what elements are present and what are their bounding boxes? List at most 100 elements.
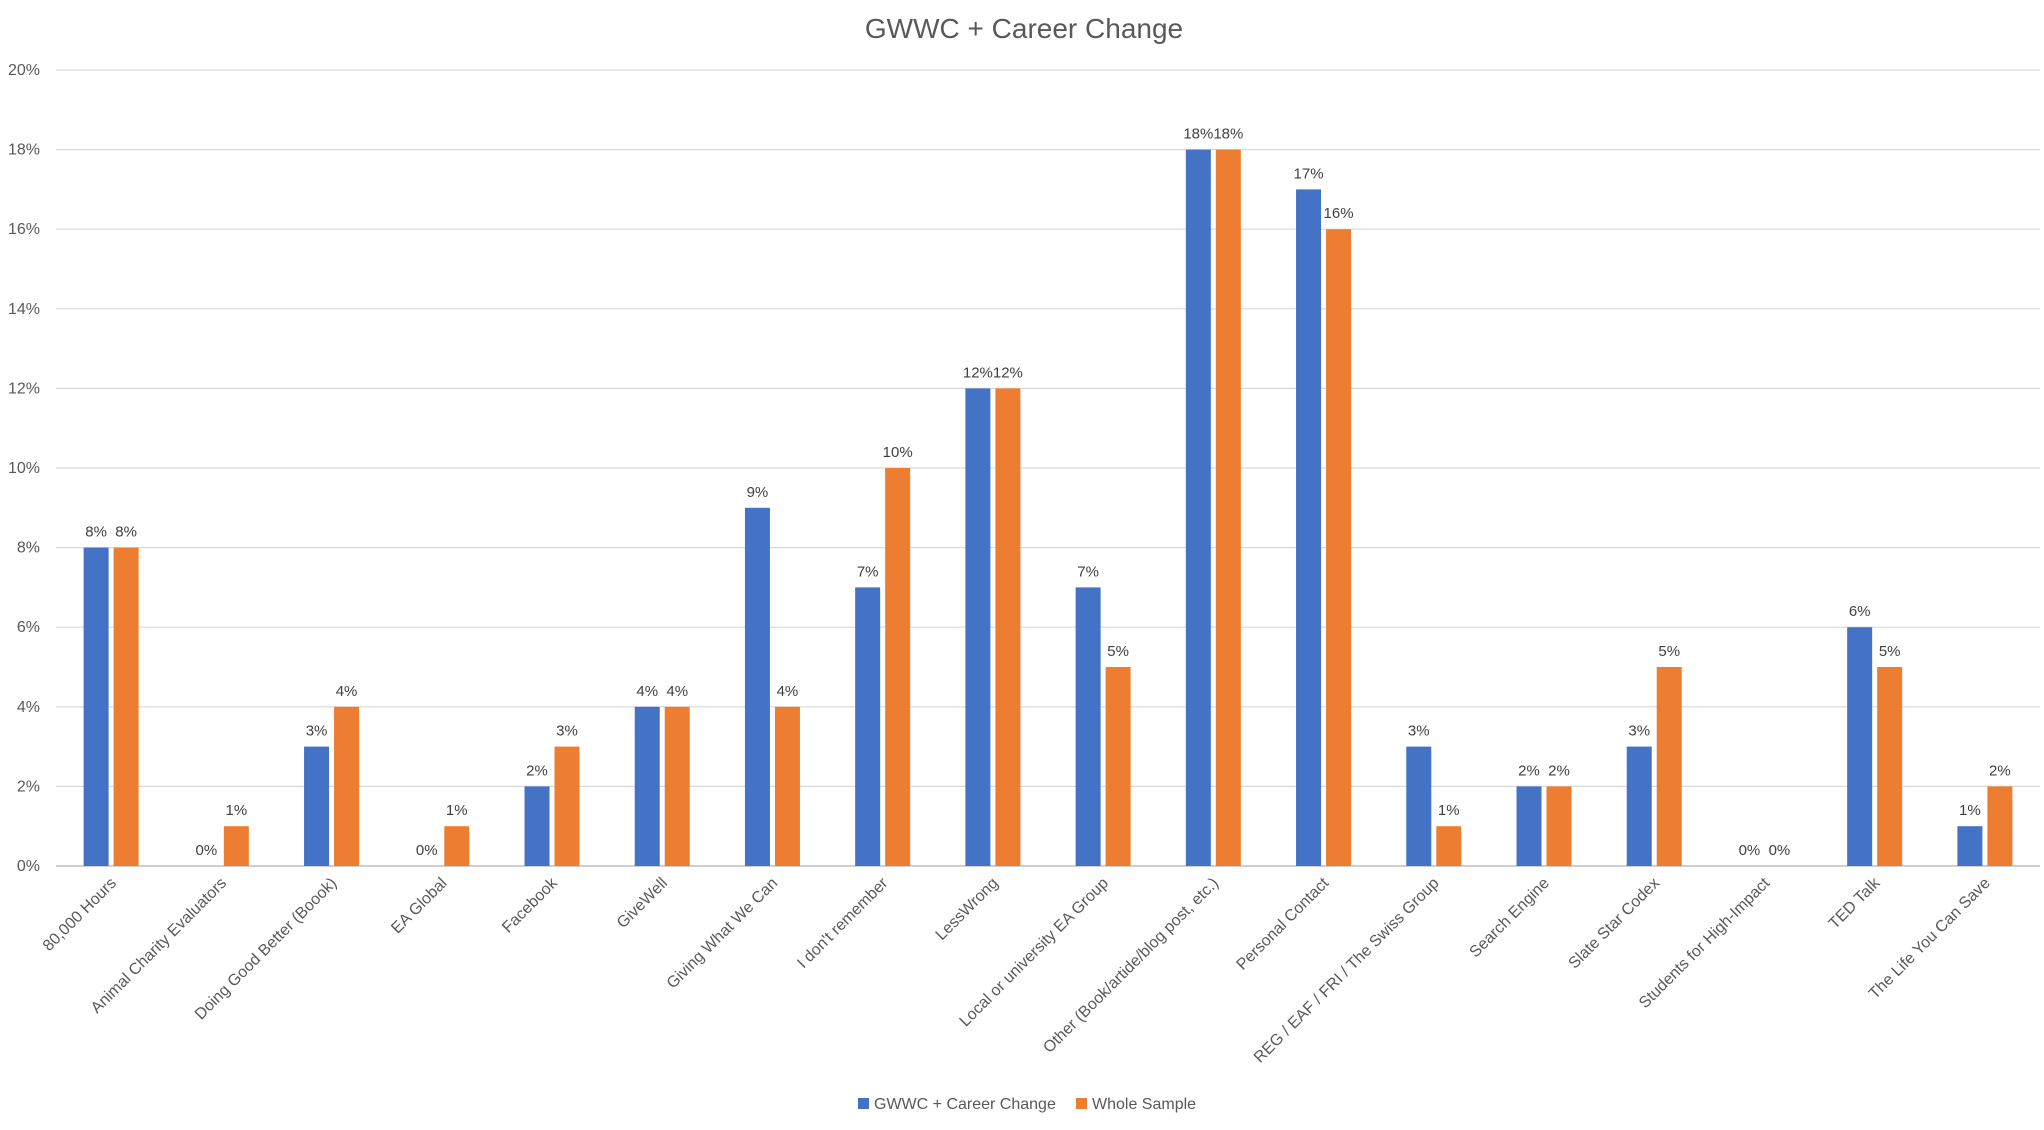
data-label: 12% [963, 364, 993, 381]
data-label: 2% [526, 762, 548, 779]
data-label: 0% [1769, 842, 1791, 859]
data-label: 5% [1107, 643, 1129, 660]
data-label: 1% [1438, 802, 1460, 819]
bar-whole-sample [885, 468, 911, 866]
data-label: 4% [636, 683, 658, 700]
category-label: LessWrong [933, 875, 1002, 944]
data-label: 1% [1959, 802, 1981, 819]
bar-whole-sample [664, 706, 690, 866]
bar-whole-sample [444, 826, 470, 866]
data-label: 8% [85, 524, 107, 541]
data-label: 3% [1628, 723, 1650, 740]
bar-whole-sample [554, 746, 580, 866]
category-label: REG / EAF / FRI / The Swiss Group [1251, 875, 1443, 1067]
bar-whole-sample [1326, 229, 1352, 866]
data-label: 17% [1294, 165, 1324, 182]
legend-swatch-gwwc-career-change [858, 1098, 869, 1109]
data-label: 4% [666, 683, 688, 700]
data-label: 3% [1408, 723, 1430, 740]
data-labels: 8% 8% 0% 1% 3% 4% 0% 1% 2% 3% 4% 4% 9% 4% 7% 10% 12% 12% 7… [85, 126, 2010, 859]
data-label: 7% [1077, 563, 1099, 580]
legend: GWWC + Career Change Whole Sample [858, 1096, 1196, 1113]
bar-gwwc-career-change [1847, 627, 1873, 866]
y-tick-label: 14% [8, 301, 40, 318]
data-label: 0% [1739, 842, 1761, 859]
legend-label-gwwc-career-change: GWWC + Career Change [874, 1096, 1056, 1113]
data-label: 5% [1658, 643, 1680, 660]
category-label: TED Talk [1826, 874, 1884, 932]
data-label: 4% [336, 683, 358, 700]
category-label: Other (Book/artide/blog post, etc.) [1040, 875, 1222, 1057]
data-label: 1% [225, 802, 247, 819]
y-tick-label: 0% [17, 858, 40, 875]
bar-gwwc-career-change [304, 746, 330, 866]
data-label: 10% [883, 444, 913, 461]
category-label: I don't remember [794, 874, 892, 972]
bar-whole-sample [1215, 149, 1241, 867]
data-label: 6% [1849, 603, 1871, 620]
bar-gwwc-career-change [855, 587, 881, 866]
bar-whole-sample [1656, 667, 1682, 866]
bar-whole-sample [995, 388, 1021, 866]
bar-gwwc-career-change [1957, 826, 1983, 866]
bar-whole-sample [113, 547, 139, 866]
bar-gwwc-career-change [83, 547, 109, 866]
y-tick-label: 12% [8, 380, 40, 397]
bars [83, 149, 2013, 867]
gridlines [56, 69, 2040, 867]
category-label: Facebook [499, 874, 561, 936]
data-label: 2% [1989, 762, 2011, 779]
bar-gwwc-career-change [744, 507, 770, 866]
legend-label-whole-sample: Whole Sample [1092, 1096, 1196, 1113]
data-label: 3% [306, 723, 328, 740]
category-label: Students for High-Impact [1636, 874, 1774, 1012]
data-label: 4% [777, 683, 799, 700]
bar-gwwc-career-change [634, 706, 660, 866]
y-tick-label: 10% [8, 460, 40, 477]
y-tick-label: 8% [17, 540, 40, 557]
category-label: Slate Star Codex [1566, 875, 1664, 973]
bar-gwwc-career-change [1185, 149, 1211, 867]
category-label: Personal Contact [1234, 874, 1333, 973]
y-tick-label: 18% [8, 142, 40, 159]
y-tick-label: 6% [17, 619, 40, 636]
bar-gwwc-career-change [1406, 746, 1432, 866]
bar-whole-sample [774, 706, 800, 866]
chart-title: GWWC + Career Change [865, 13, 1183, 44]
bar-gwwc-career-change [1296, 189, 1322, 866]
category-label: The Life You Can Save [1866, 875, 1994, 1003]
category-label: Search Engine [1467, 875, 1553, 961]
y-tick-label: 20% [8, 62, 40, 79]
bar-whole-sample [223, 826, 249, 866]
data-label: 16% [1324, 205, 1354, 222]
data-label: 2% [1548, 762, 1570, 779]
category-label: 80,000 Hours [40, 875, 120, 955]
bar-whole-sample [1987, 786, 2013, 866]
data-label: 18% [1183, 126, 1213, 143]
bar-gwwc-career-change [524, 786, 550, 866]
bar-whole-sample [1436, 826, 1462, 866]
category-label: EA Global [388, 875, 450, 937]
category-label: Giving What We Can [664, 875, 781, 992]
y-tick-label: 4% [17, 699, 40, 716]
bar-gwwc-career-change [1626, 746, 1652, 866]
legend-swatch-whole-sample [1076, 1098, 1087, 1109]
data-label: 1% [446, 802, 468, 819]
bar-whole-sample [1877, 667, 1903, 866]
data-label: 2% [1518, 762, 1540, 779]
data-label: 0% [416, 842, 438, 859]
bar-whole-sample [334, 706, 360, 866]
bar-gwwc-career-change [965, 388, 991, 866]
data-label: 5% [1879, 643, 1901, 660]
bar-gwwc-career-change [1516, 786, 1542, 866]
bar-gwwc-career-change [1075, 587, 1101, 866]
bar-whole-sample [1105, 667, 1131, 866]
data-label: 9% [747, 484, 769, 501]
data-label: 12% [993, 364, 1023, 381]
data-label: 18% [1213, 126, 1243, 143]
y-axis-tick-labels: 0% 2% 4% 6% 8% 10% 12% 14% 16% 18% 20% [8, 62, 40, 875]
data-label: 7% [857, 563, 879, 580]
category-label: GiveWell [614, 875, 671, 932]
